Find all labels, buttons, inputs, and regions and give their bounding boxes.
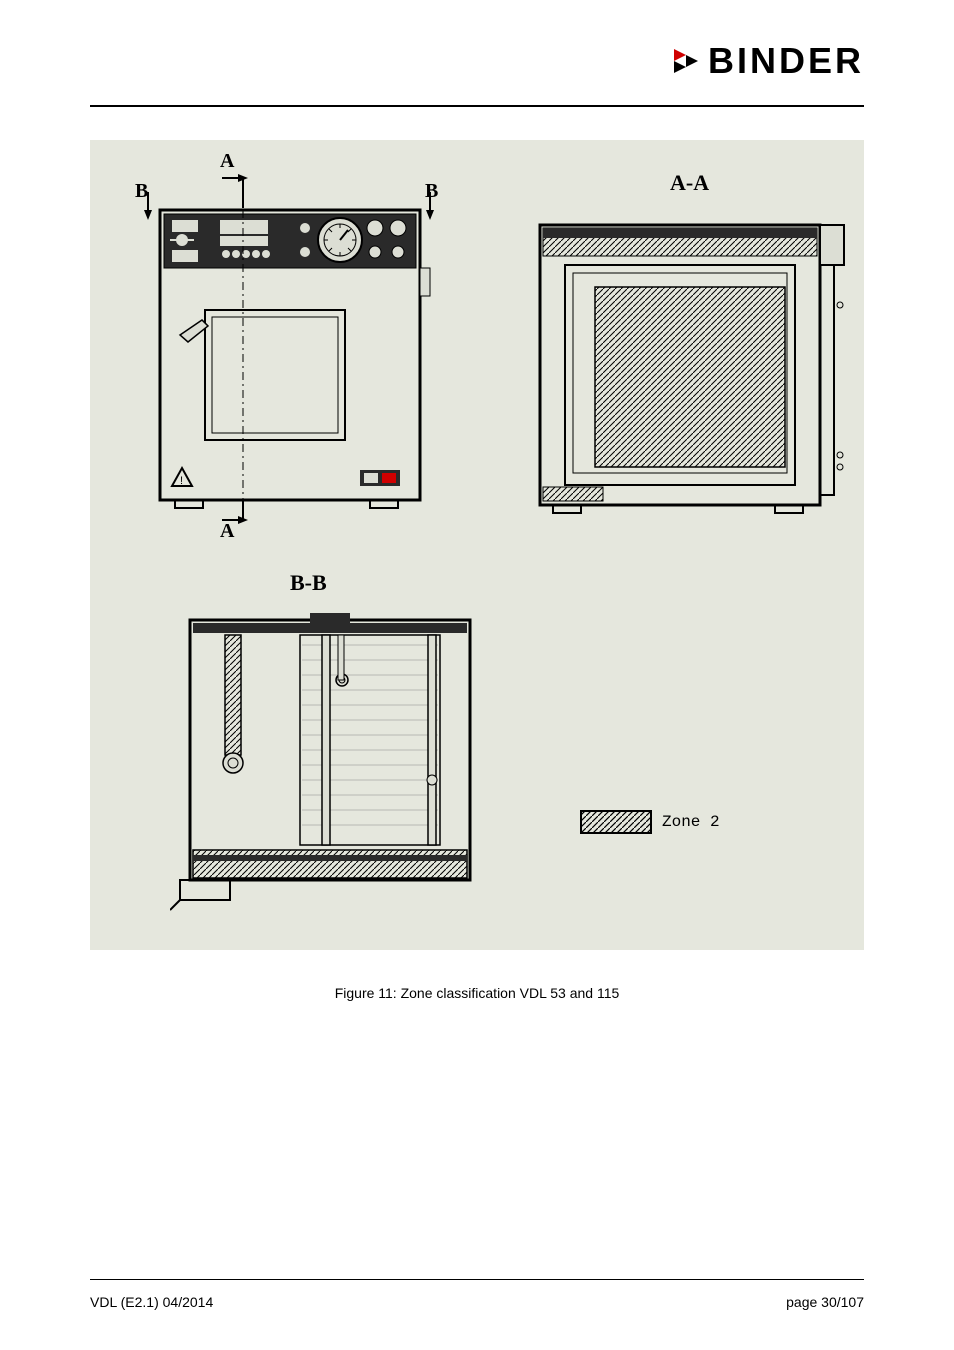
header-rule (90, 105, 864, 107)
label-aa: A-A (670, 170, 709, 196)
figure-area: A B B A A-A B-B (90, 140, 864, 950)
label-bb: B-B (290, 570, 327, 596)
zone2-hatch-swatch (580, 810, 652, 834)
footer-left: VDL (E2.1) 04/2014 (90, 1294, 213, 1310)
footer-rule (90, 1279, 864, 1280)
front-view-drawing: ! (130, 170, 450, 530)
section-bb-drawing (170, 605, 490, 915)
figure-caption: Figure 11: Zone classification VDL 53 an… (0, 985, 954, 1001)
section-aa-drawing (525, 205, 855, 535)
brand-arrow-icon (672, 45, 700, 77)
brand-logo: BINDER (672, 40, 864, 82)
zone2-label: Zone 2 (662, 813, 720, 831)
svg-text:!: ! (180, 475, 183, 487)
legend-zone2: Zone 2 (580, 810, 720, 834)
footer-right: page 30/107 (786, 1294, 864, 1310)
brand-text: BINDER (708, 40, 864, 82)
